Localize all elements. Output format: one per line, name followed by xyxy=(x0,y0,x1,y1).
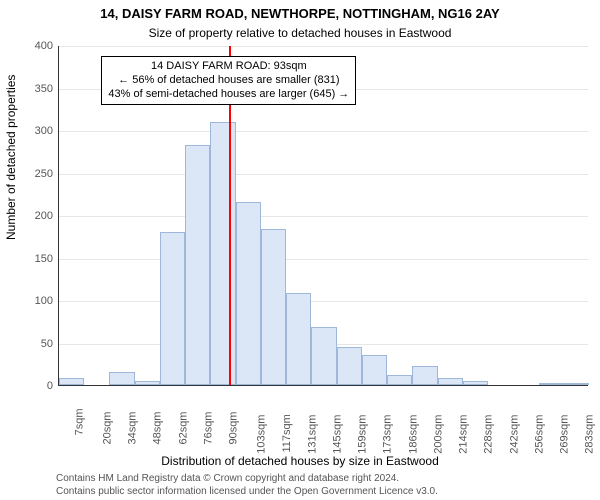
x-tick-label: 214sqm xyxy=(458,415,470,454)
plot-area: 0501001502002503003504007sqm20sqm34sqm48… xyxy=(58,46,588,386)
y-tick-label: 50 xyxy=(41,338,53,350)
y-tick-label: 350 xyxy=(35,83,53,95)
annotation-box: 14 DAISY FARM ROAD: 93sqm← 56% of detach… xyxy=(101,56,356,105)
histogram-bar xyxy=(564,383,589,385)
footer-attribution: Contains HM Land Registry data © Crown c… xyxy=(56,473,438,498)
histogram-bar xyxy=(539,383,564,385)
y-tick-label: 400 xyxy=(35,40,53,52)
histogram-bar xyxy=(59,378,84,385)
x-tick-label: 269sqm xyxy=(559,415,571,454)
chart-subtitle: Size of property relative to detached ho… xyxy=(0,26,600,40)
y-tick-label: 200 xyxy=(35,210,53,222)
histogram-bar xyxy=(362,355,387,385)
gridline xyxy=(59,174,588,175)
gridline xyxy=(59,131,588,132)
x-axis-label: Distribution of detached houses by size … xyxy=(0,454,600,468)
x-tick-label: 173sqm xyxy=(382,415,394,454)
x-tick-label: 145sqm xyxy=(332,415,344,454)
x-tick-label: 256sqm xyxy=(533,415,545,454)
x-tick-label: 7sqm xyxy=(73,408,85,435)
x-tick-label: 159sqm xyxy=(357,415,369,454)
annotation-line: 14 DAISY FARM ROAD: 93sqm xyxy=(108,60,349,74)
x-tick-label: 186sqm xyxy=(407,415,419,454)
footer-line: Contains public sector information licen… xyxy=(56,486,438,499)
histogram-bar xyxy=(337,347,362,385)
histogram-bar xyxy=(160,232,185,385)
x-tick-label: 48sqm xyxy=(152,412,164,445)
histogram-bar xyxy=(412,366,437,385)
y-tick-label: 250 xyxy=(35,168,53,180)
histogram-bar xyxy=(311,327,336,385)
chart-container: 14, DAISY FARM ROAD, NEWTHORPE, NOTTINGH… xyxy=(0,0,600,500)
histogram-bar xyxy=(135,381,160,385)
x-tick-label: 242sqm xyxy=(508,415,520,454)
histogram-bar xyxy=(438,378,463,385)
gridline xyxy=(59,216,588,217)
gridline xyxy=(59,46,588,47)
x-tick-label: 228sqm xyxy=(483,415,495,454)
x-tick-label: 200sqm xyxy=(433,415,445,454)
chart-title-address: 14, DAISY FARM ROAD, NEWTHORPE, NOTTINGH… xyxy=(0,6,600,21)
y-axis-label: Number of detached properties xyxy=(4,75,18,240)
histogram-bar xyxy=(109,372,134,385)
y-tick-label: 0 xyxy=(47,380,53,392)
annotation-line: 43% of semi-detached houses are larger (… xyxy=(108,88,349,102)
histogram-bar xyxy=(236,202,261,385)
x-tick-label: 34sqm xyxy=(127,412,139,445)
x-tick-label: 283sqm xyxy=(584,415,596,454)
x-tick-label: 131sqm xyxy=(306,415,318,454)
histogram-bar xyxy=(185,145,210,385)
x-tick-label: 76sqm xyxy=(202,412,214,445)
x-tick-label: 20sqm xyxy=(101,412,113,445)
gridline xyxy=(59,259,588,260)
x-tick-label: 103sqm xyxy=(256,415,268,454)
histogram-bar xyxy=(210,122,235,386)
y-tick-label: 150 xyxy=(35,253,53,265)
y-tick-label: 100 xyxy=(35,295,53,307)
annotation-line: ← 56% of detached houses are smaller (83… xyxy=(108,74,349,88)
y-tick-label: 300 xyxy=(35,125,53,137)
histogram-bar xyxy=(387,375,412,385)
x-tick-label: 117sqm xyxy=(281,414,293,452)
histogram-bar xyxy=(463,381,488,385)
gridline xyxy=(59,301,588,302)
x-tick-label: 62sqm xyxy=(177,412,189,445)
footer-line: Contains HM Land Registry data © Crown c… xyxy=(56,473,438,486)
x-tick-label: 90sqm xyxy=(228,412,240,445)
histogram-bar xyxy=(261,229,286,385)
histogram-bar xyxy=(286,293,311,385)
